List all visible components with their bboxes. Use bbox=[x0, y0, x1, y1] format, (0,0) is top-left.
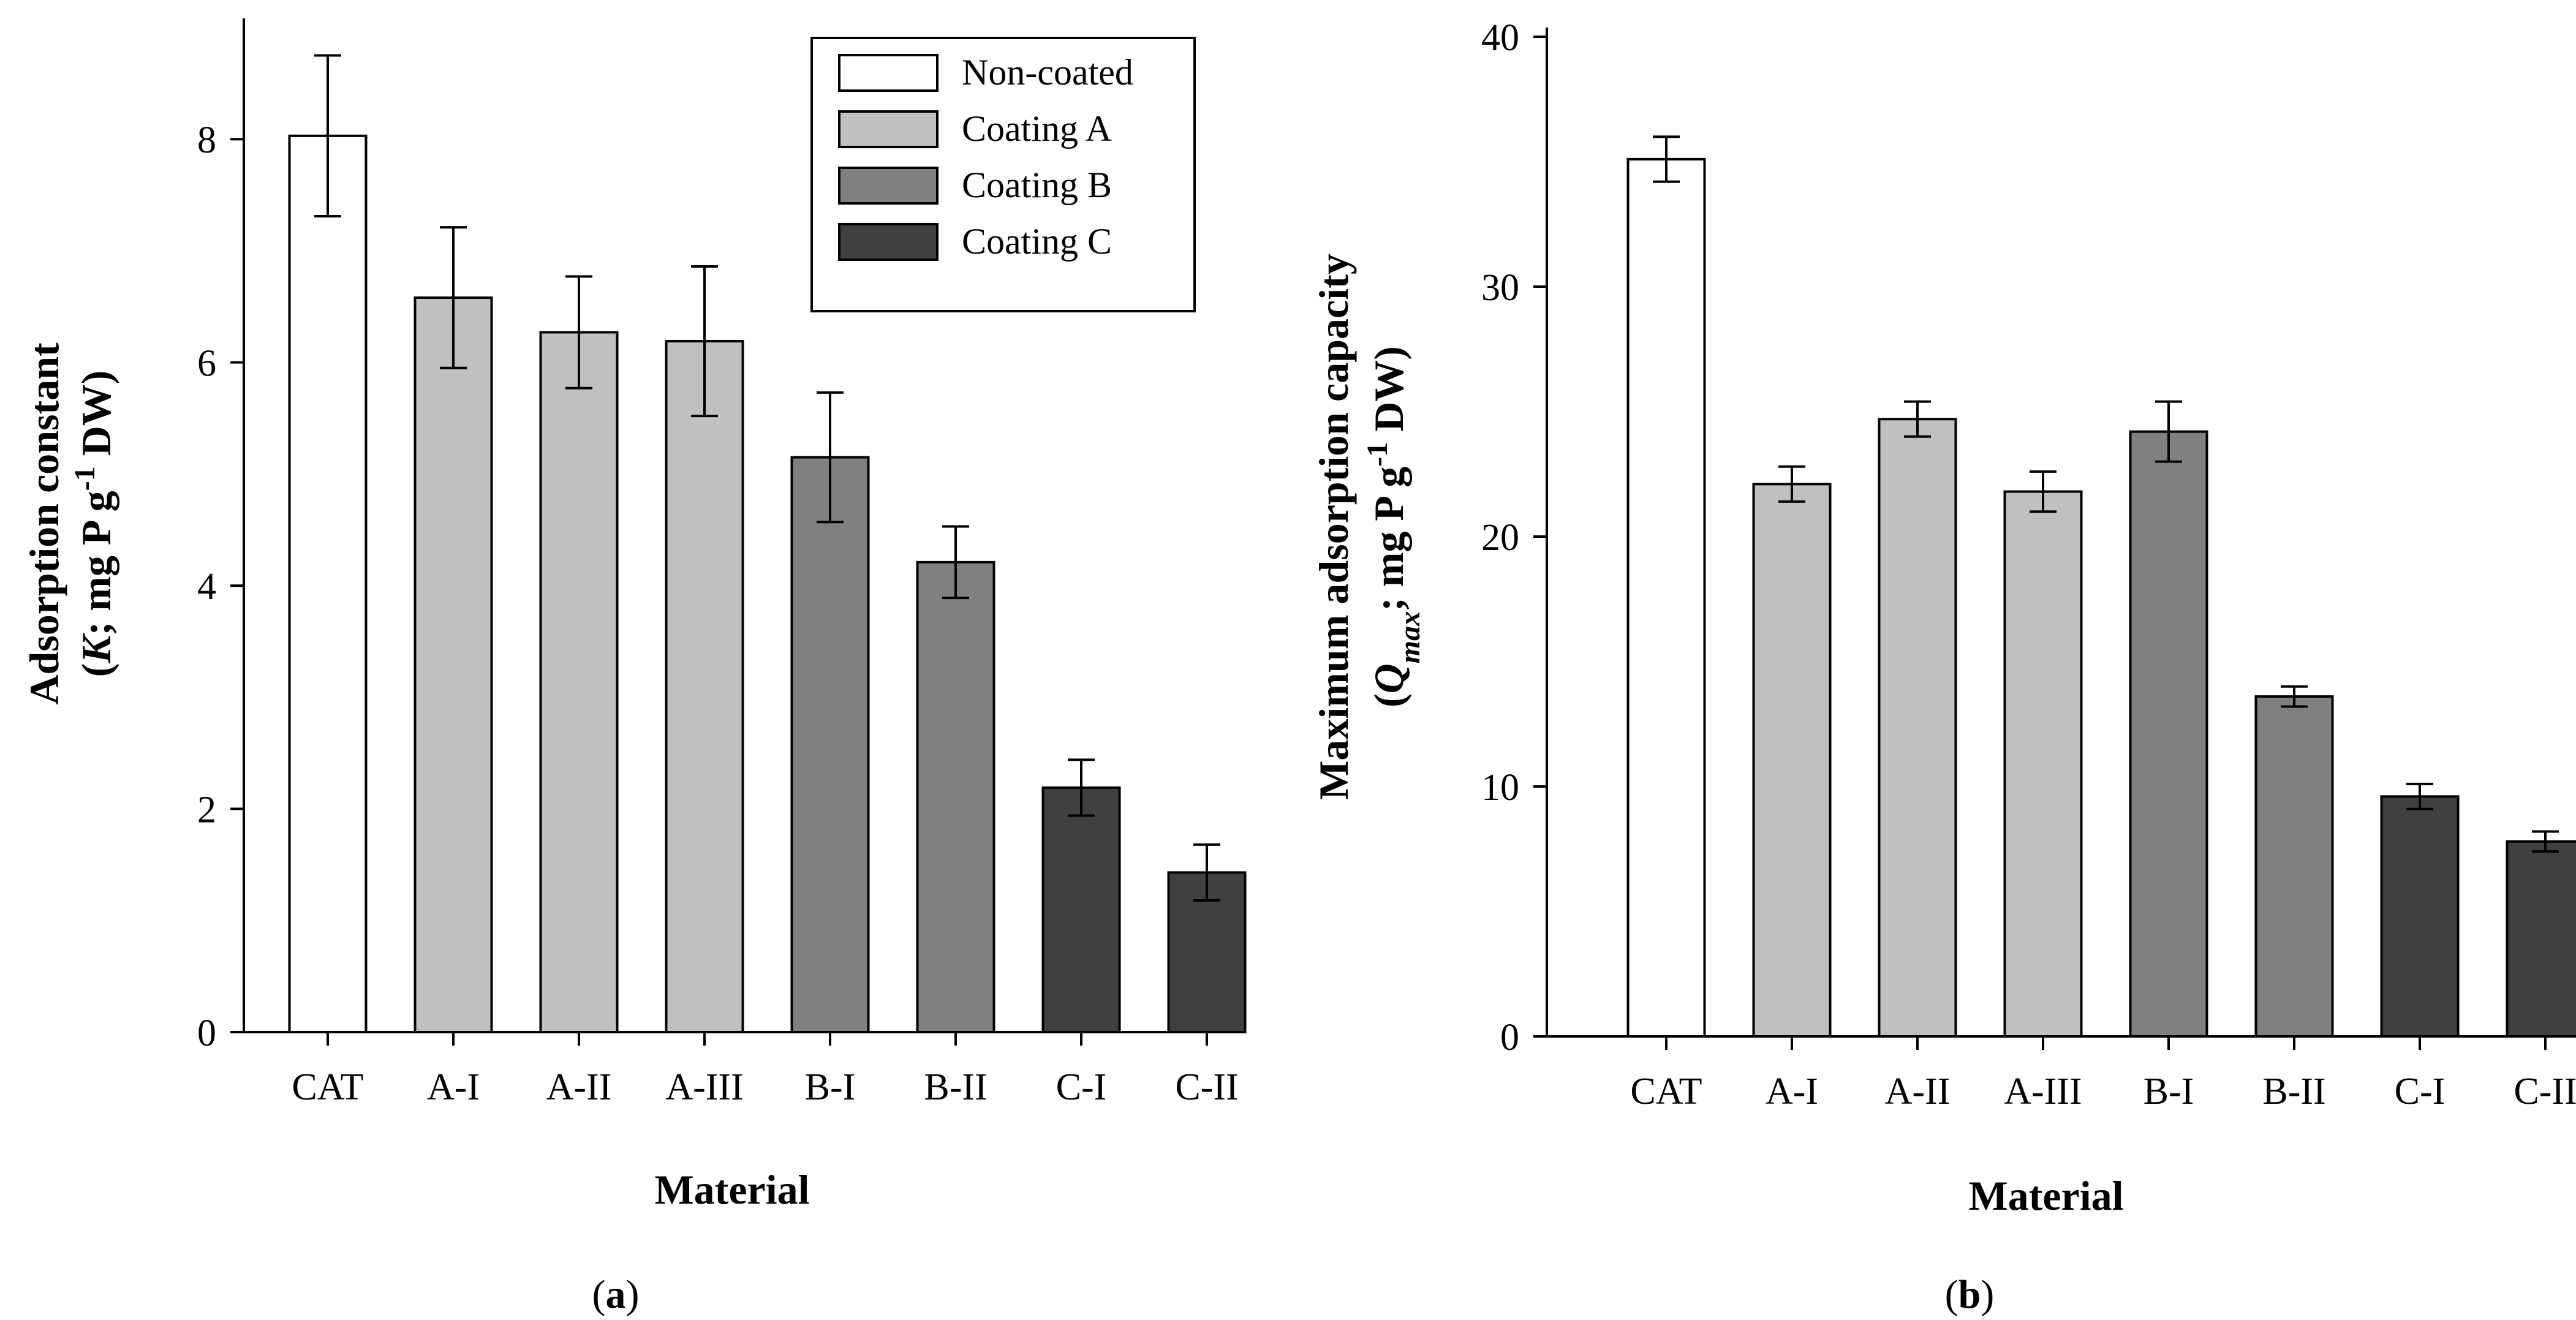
bar-C-II bbox=[2506, 840, 2576, 1038]
panel-b-error-bars bbox=[1653, 135, 2559, 853]
x-tick-label-B-I: B-I bbox=[805, 1066, 856, 1108]
panel-b-y-axis-title-line2: (Qmax; mg P g-1 DW) bbox=[1361, 346, 1426, 707]
panel-b-x-axis: CAT A-I A-II A-III B-I B-II C-I C-II bbox=[1547, 1035, 2576, 1112]
legend-label-coating-b: Coating B bbox=[962, 165, 1112, 205]
legend-swatch-coating-b bbox=[838, 167, 939, 205]
y-tick-label: 30 bbox=[1481, 267, 1519, 309]
error-bar-C-I bbox=[1068, 758, 1095, 817]
bar-A-I bbox=[1752, 483, 1832, 1038]
x-tick-label-A-I: A-I bbox=[427, 1066, 480, 1108]
panel-a-y-axis: 0 2 4 6 8 bbox=[197, 18, 245, 1054]
error-bar-A-II bbox=[1904, 400, 1931, 438]
y-tick-label: 0 bbox=[197, 1013, 216, 1054]
error-bar-A-I bbox=[440, 226, 467, 369]
y-tick-label: 20 bbox=[1481, 517, 1519, 559]
y-tick-label: 40 bbox=[1481, 17, 1519, 59]
legend-swatch-non-coated bbox=[838, 54, 939, 92]
x-tick-label-C-I: C-I bbox=[2395, 1071, 2446, 1112]
bar-B-II bbox=[2254, 695, 2334, 1038]
x-tick-label-B-II: B-II bbox=[924, 1066, 987, 1108]
bar-CAT bbox=[1626, 157, 1706, 1038]
error-bar-B-I bbox=[817, 391, 844, 524]
y-tick-label: 8 bbox=[197, 119, 216, 161]
y-tick-label: 2 bbox=[197, 790, 216, 831]
x-tick-label-CAT: CAT bbox=[1630, 1071, 1702, 1112]
legend-label-coating-a: Coating A bbox=[962, 108, 1112, 149]
x-tick-label-A-II: A-II bbox=[1885, 1071, 1951, 1112]
x-tick-label-C-II: C-II bbox=[2514, 1071, 2576, 1112]
legend-label-coating-c: Coating C bbox=[962, 221, 1112, 262]
error-bar-CAT bbox=[1653, 135, 1680, 183]
x-tick-label-C-I: C-I bbox=[1056, 1066, 1107, 1108]
bar-B-I bbox=[2129, 430, 2208, 1038]
x-tick-label-A-III: A-III bbox=[2004, 1071, 2082, 1112]
y-tick-label: 0 bbox=[1500, 1017, 1519, 1058]
error-bar-B-I bbox=[2155, 400, 2182, 463]
error-bar-C-II bbox=[1193, 843, 1220, 902]
error-bar-A-II bbox=[565, 275, 592, 390]
panel-b-y-axis-title-line1: Maximum adsorption capacity bbox=[1310, 254, 1357, 800]
bar-C-I bbox=[2380, 795, 2460, 1038]
panel-a-x-axis: CAT A-I A-II A-III B-I B-II C-I C-II bbox=[244, 1031, 1239, 1108]
error-bar-B-II bbox=[2281, 685, 2308, 708]
bar-C-I bbox=[1041, 786, 1121, 1034]
error-bar-C-I bbox=[2406, 782, 2433, 810]
bar-B-I bbox=[790, 456, 870, 1033]
bar-CAT bbox=[288, 134, 368, 1033]
y-tick-label: 6 bbox=[197, 343, 216, 385]
x-tick-label-B-II: B-II bbox=[2262, 1071, 2325, 1112]
panel-b-x-axis-title: Material bbox=[1969, 1172, 2124, 1219]
error-bar-CAT bbox=[314, 54, 341, 217]
error-bar-A-I bbox=[1778, 465, 1805, 503]
x-tick-label-B-I: B-I bbox=[2144, 1071, 2194, 1112]
panel-a-label: (a) bbox=[592, 1272, 640, 1317]
bar-A-II bbox=[1878, 418, 1957, 1038]
x-tick-label-C-II: C-II bbox=[1175, 1066, 1238, 1108]
legend-label-non-coated: Non-coated bbox=[962, 52, 1133, 92]
panel-a-error-bars bbox=[314, 54, 1220, 902]
bar-A-III bbox=[665, 340, 744, 1033]
bar-B-II bbox=[916, 560, 995, 1033]
bar-A-I bbox=[414, 296, 493, 1033]
error-bar-A-III bbox=[691, 265, 718, 418]
panel-a-y-axis-title-line1: Adsorption constant bbox=[21, 342, 67, 705]
y-tick-label: 10 bbox=[1481, 767, 1519, 809]
x-tick-label-A-III: A-III bbox=[665, 1066, 743, 1108]
error-bar-A-III bbox=[2030, 470, 2057, 513]
panel-a-y-axis-title-line2: (K; mg P g-1 DW) bbox=[69, 371, 120, 677]
panel-a-x-axis-title: Material bbox=[655, 1166, 810, 1213]
legend-swatch-coating-c bbox=[838, 223, 939, 261]
error-bar-B-II bbox=[942, 525, 969, 600]
legend: Non-coated Coating A Coating B Coating C bbox=[810, 37, 1196, 312]
panel-b-bars bbox=[1626, 157, 2576, 1038]
bar-A-III bbox=[2003, 490, 2083, 1038]
x-tick-label-CAT: CAT bbox=[292, 1066, 363, 1108]
y-tick-label: 4 bbox=[197, 566, 216, 608]
legend-swatch-coating-a bbox=[838, 110, 939, 148]
panel-a-chart: 0 2 4 6 8 CAT A-I A-II A-III B-I B-II C-I C-II Mate… bbox=[21, 18, 1247, 1317]
x-tick-label-A-II: A-II bbox=[546, 1066, 612, 1108]
panel-b-y-axis: 0 10 20 30 40 bbox=[1481, 17, 1548, 1058]
error-bar-C-II bbox=[2532, 830, 2559, 853]
panel-b-label: (b) bbox=[1945, 1272, 1995, 1317]
bar-A-II bbox=[539, 331, 619, 1033]
x-tick-label-A-I: A-I bbox=[1766, 1071, 1818, 1112]
